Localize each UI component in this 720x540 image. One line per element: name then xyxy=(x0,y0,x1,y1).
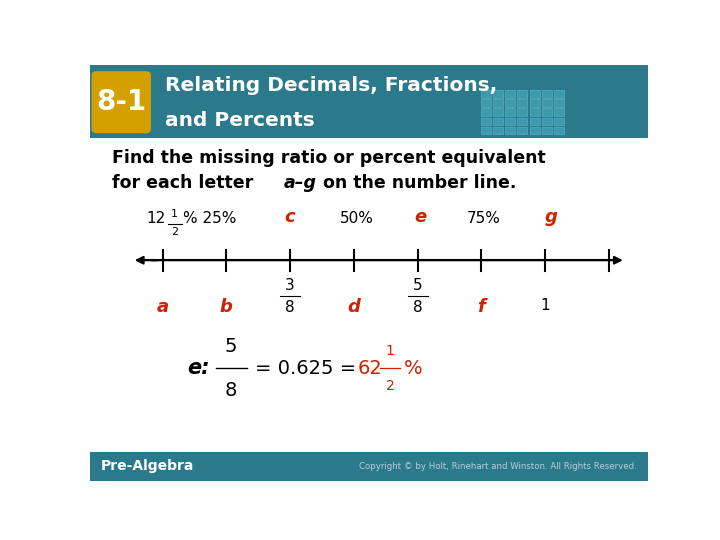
Bar xyxy=(530,127,540,134)
Text: 8: 8 xyxy=(413,300,423,315)
Bar xyxy=(530,99,540,107)
Text: a: a xyxy=(156,298,168,316)
Bar xyxy=(493,90,503,98)
Bar xyxy=(542,118,552,125)
Text: g: g xyxy=(544,208,557,226)
FancyBboxPatch shape xyxy=(90,65,648,138)
Bar xyxy=(530,109,540,116)
Bar xyxy=(493,109,503,116)
Text: and Percents: and Percents xyxy=(166,111,315,131)
Bar xyxy=(493,118,503,125)
Bar xyxy=(481,127,490,134)
Text: Relating Decimals, Fractions,: Relating Decimals, Fractions, xyxy=(166,76,498,95)
Bar xyxy=(518,127,528,134)
Text: 75%: 75% xyxy=(467,211,501,226)
Text: 8: 8 xyxy=(285,300,295,315)
Bar xyxy=(542,90,552,98)
Text: e:: e: xyxy=(188,359,210,379)
Text: 1: 1 xyxy=(386,343,395,357)
Text: %: % xyxy=(404,359,423,378)
Text: 12: 12 xyxy=(146,211,166,226)
Text: 50%: 50% xyxy=(340,211,374,226)
Text: 3: 3 xyxy=(285,278,295,293)
Bar xyxy=(518,99,528,107)
Text: 2: 2 xyxy=(386,379,395,393)
Text: 8: 8 xyxy=(225,381,238,400)
Bar xyxy=(554,127,564,134)
FancyBboxPatch shape xyxy=(92,72,150,133)
Text: 1: 1 xyxy=(171,208,179,219)
Text: on the number line.: on the number line. xyxy=(317,174,516,192)
Text: f: f xyxy=(477,298,485,316)
Bar xyxy=(518,118,528,125)
Bar xyxy=(518,90,528,98)
Bar xyxy=(530,118,540,125)
Bar xyxy=(542,99,552,107)
Text: Copyright © by Holt, Rinehart and Winston. All Rights Reserved.: Copyright © by Holt, Rinehart and Winsto… xyxy=(359,462,637,471)
Bar xyxy=(554,99,564,107)
Bar xyxy=(505,90,516,98)
Text: Try This:: Try This: xyxy=(249,116,336,134)
Bar xyxy=(530,90,540,98)
Text: for each letter: for each letter xyxy=(112,174,260,192)
Text: 5: 5 xyxy=(225,337,238,356)
Text: 1: 1 xyxy=(540,298,550,313)
Text: Pre-Algebra: Pre-Algebra xyxy=(101,460,194,474)
Text: 62: 62 xyxy=(358,359,382,378)
Bar xyxy=(542,109,552,116)
Text: b: b xyxy=(220,298,233,316)
Text: 8-1: 8-1 xyxy=(96,88,146,116)
Bar xyxy=(518,109,528,116)
Bar xyxy=(505,118,516,125)
Bar xyxy=(542,127,552,134)
Text: 5: 5 xyxy=(413,278,423,293)
Bar xyxy=(554,118,564,125)
Bar xyxy=(505,109,516,116)
FancyBboxPatch shape xyxy=(90,453,648,481)
Bar xyxy=(481,109,490,116)
Bar xyxy=(493,99,503,107)
Bar xyxy=(481,99,490,107)
Text: % 25%: % 25% xyxy=(183,211,237,226)
Bar xyxy=(554,109,564,116)
Text: a–g: a–g xyxy=(284,174,317,192)
Bar xyxy=(505,99,516,107)
Bar xyxy=(505,127,516,134)
Text: e: e xyxy=(414,208,426,226)
Bar xyxy=(481,118,490,125)
Bar xyxy=(493,127,503,134)
Text: 2: 2 xyxy=(171,227,179,237)
Text: = 0.625 =: = 0.625 = xyxy=(255,359,356,378)
Bar xyxy=(481,90,490,98)
Text: Example 1 Continued: Example 1 Continued xyxy=(323,116,544,134)
Text: d: d xyxy=(348,298,360,316)
Bar xyxy=(554,90,564,98)
Text: c: c xyxy=(285,208,295,226)
Text: Find the missing ratio or percent equivalent: Find the missing ratio or percent equiva… xyxy=(112,150,546,167)
